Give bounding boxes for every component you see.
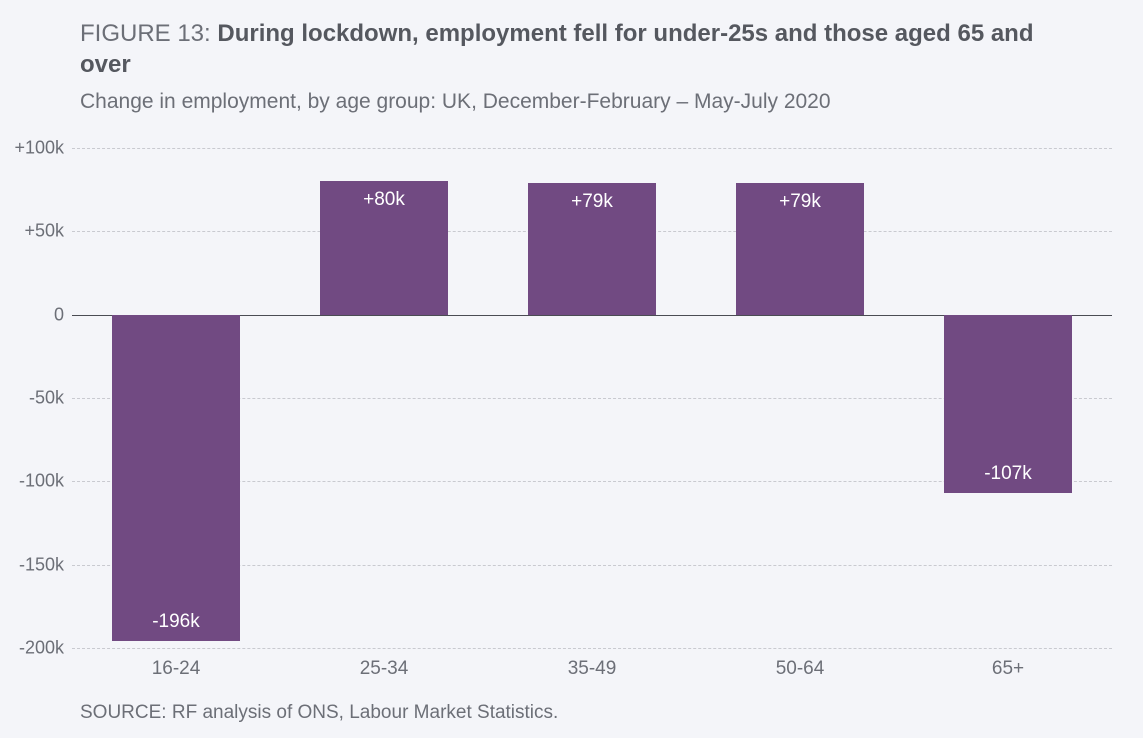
x-tick-label: 25-34 — [360, 658, 409, 680]
figure-subtitle: Change in employment, by age group: UK, … — [20, 90, 1123, 114]
gridline — [72, 648, 1112, 649]
y-tick-label: +50k — [24, 221, 64, 242]
chart-xticks: 16-2425-3435-4950-6465+ — [72, 148, 1112, 648]
y-tick-label: -150k — [19, 554, 64, 575]
figure-title: During lockdown, employment fell for und… — [80, 20, 1034, 78]
chart-plot-area: +100k+50k0-50k-100k-150k-200k -196k+80k+… — [72, 148, 1112, 648]
y-tick-label: -50k — [29, 388, 64, 409]
x-tick-label: 35-49 — [568, 658, 617, 680]
y-tick-label: -200k — [19, 638, 64, 659]
y-tick-label: 0 — [54, 304, 64, 325]
x-tick-label: 65+ — [992, 658, 1024, 680]
figure-source: SOURCE: RF analysis of ONS, Labour Marke… — [80, 702, 558, 724]
y-tick-label: -100k — [19, 471, 64, 492]
title-block: FIGURE 13: During lockdown, employment f… — [20, 18, 1123, 80]
x-tick-label: 50-64 — [776, 658, 825, 680]
x-tick-label: 16-24 — [152, 658, 201, 680]
figure: FIGURE 13: During lockdown, employment f… — [0, 0, 1143, 738]
figure-prefix: FIGURE 13: — [80, 20, 217, 47]
y-tick-label: +100k — [14, 138, 64, 159]
